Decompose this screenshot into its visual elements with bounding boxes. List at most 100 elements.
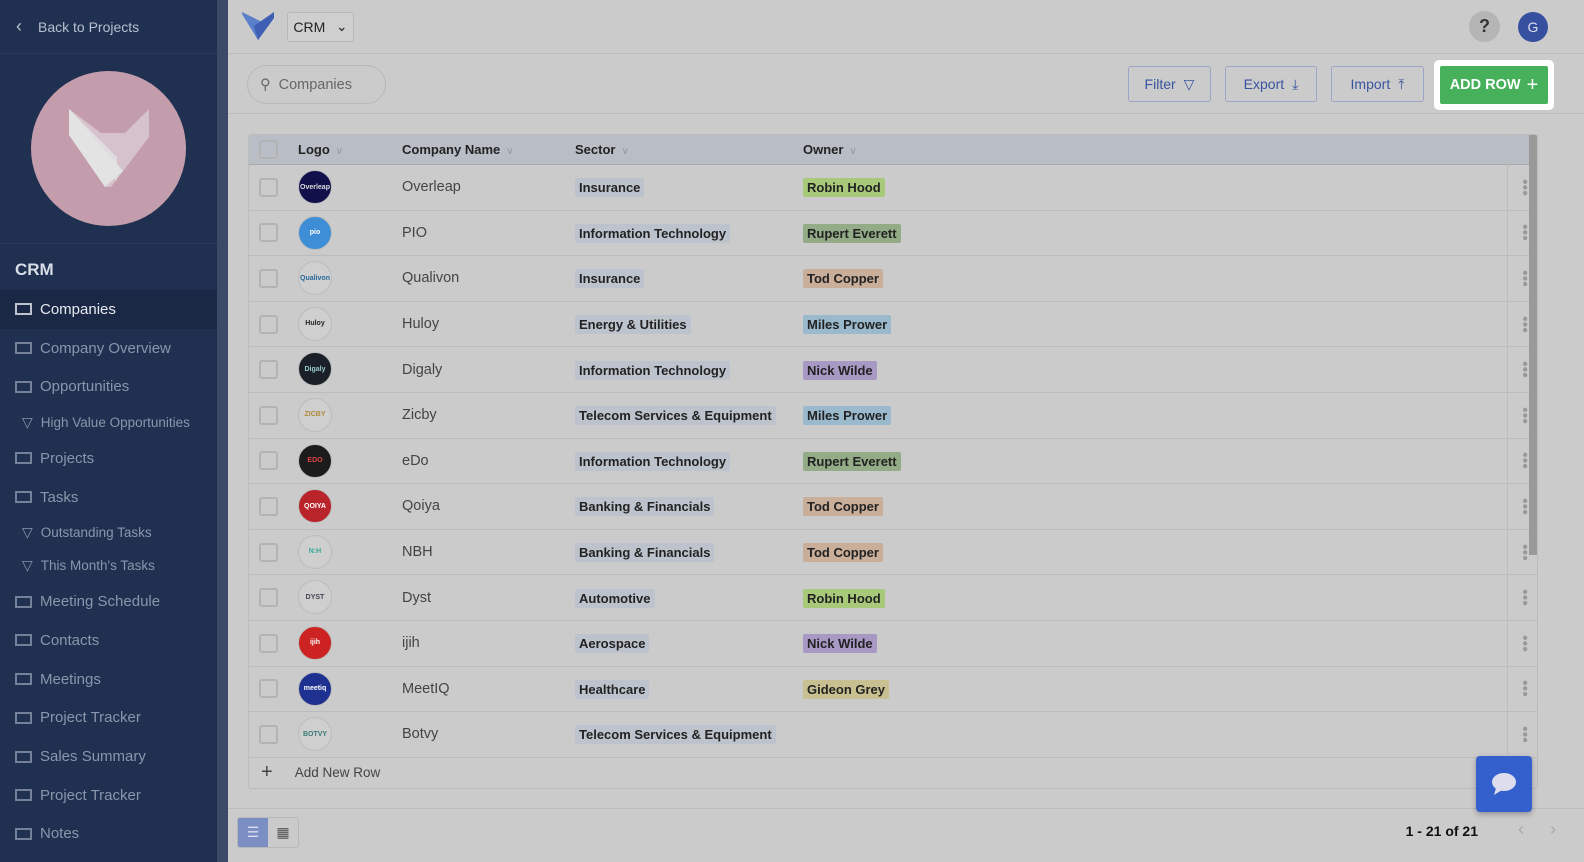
sidebar-item-high-value-opportunities[interactable]: ▽ High Value Opportunities [0,406,217,439]
company-name[interactable]: Qualivon [402,270,460,287]
table-scrollbar[interactable] [1529,135,1537,555]
company-name[interactable]: eDo [402,452,429,469]
company-name[interactable]: PIO [402,224,427,241]
row-menu-icon[interactable]: ••• [1516,589,1533,607]
column-header-sector[interactable]: Sector ∨ [575,142,629,157]
grid-view-button[interactable]: ▦ [268,818,298,847]
sidebar-item-meetings[interactable]: Meetings [0,660,217,699]
company-name[interactable]: Huloy [402,316,440,333]
sidebar-item-notes[interactable]: Notes [0,815,217,854]
row-menu-icon[interactable]: ••• [1516,406,1533,424]
table-row[interactable]: EDO eDo Information Technology Rupert Ev… [249,439,1537,485]
row-checkbox[interactable] [259,633,278,653]
row-checkbox[interactable] [259,360,278,380]
company-name[interactable]: Dyst [402,589,431,606]
row-menu-icon[interactable]: ••• [1516,543,1533,561]
sidebar-item-sales-summary[interactable]: Sales Summary [0,737,217,776]
sidebar-item-projects[interactable]: Projects [0,439,217,478]
row-menu-icon[interactable]: ••• [1516,224,1533,242]
sidebar-item-label: High Value Opportunities [40,415,190,431]
row-menu-icon[interactable]: ••• [1516,178,1533,196]
table-row[interactable]: meetiq MeetIQ Healthcare Gideon Grey ••• [249,667,1537,713]
sector-tag: Energy & Utilities [575,315,691,335]
sidebar-item-project-tracker[interactable]: Project Tracker [0,699,217,738]
chat-button[interactable] [1476,756,1532,812]
row-checkbox[interactable] [259,542,278,562]
list-view-button[interactable]: ☰ [238,818,268,847]
sidebar-item-company-overview[interactable]: Company Overview [0,329,217,368]
company-logo: Digaly [298,352,332,387]
filter-button[interactable]: Filter ▽ [1128,66,1211,102]
row-checkbox[interactable] [259,588,278,608]
row-checkbox[interactable] [259,268,278,288]
row-checkbox[interactable] [259,724,278,744]
company-name[interactable]: Overleap [402,179,461,196]
company-logo: meetiq [298,671,332,706]
row-menu-icon[interactable]: ••• [1516,498,1533,515]
sidebar-scrollbar[interactable] [217,0,228,862]
row-checkbox[interactable] [259,496,278,516]
row-checkbox[interactable] [259,314,278,334]
table-row[interactable]: ZICBY Zicby Telecom Services & Equipment… [249,393,1537,439]
sort-chevron-icon: ∨ [506,146,514,157]
prev-page-button[interactable]: ‹ [1518,819,1524,839]
column-header-owner[interactable]: Owner ∨ [803,142,857,157]
help-button[interactable]: ? [1469,11,1500,42]
table-row[interactable]: Overleap Overleap Insurance Robin Hood •… [249,165,1537,211]
overview-icon [15,750,32,763]
table-row[interactable]: Qualivon Qualivon Insurance Tod Copper •… [249,256,1537,302]
company-name[interactable]: Digaly [402,361,443,378]
owner-tag: Nick Wilde [803,360,877,380]
row-checkbox[interactable] [259,223,278,243]
select-all-checkbox[interactable] [259,140,278,159]
column-header-company-name[interactable]: Company Name ∨ [402,142,514,157]
company-name[interactable]: MeetIQ [402,680,450,697]
column-header-logo[interactable]: Logo ∨ [298,142,344,157]
row-checkbox[interactable] [259,679,278,699]
row-menu-icon[interactable]: ••• [1516,452,1533,470]
search-input[interactable]: ⚲ Companies [247,65,386,104]
row-checkbox[interactable] [259,405,278,425]
row-checkbox[interactable] [259,451,278,471]
table-row[interactable]: Huloy Huloy Energy & Utilities Miles Pro… [249,302,1537,348]
back-to-projects-link[interactable]: ‹ Back to Projects [0,0,217,54]
company-name[interactable]: Zicby [402,407,437,424]
row-menu-icon[interactable]: ••• [1516,270,1533,287]
company-logo: pio [298,215,332,250]
sidebar-item-outstanding-tasks[interactable]: ▽ Outstanding Tasks [0,516,217,549]
row-checkbox[interactable] [259,177,278,197]
user-avatar[interactable]: G [1518,11,1548,42]
sidebar-item-meeting-schedule[interactable]: Meeting Schedule [0,582,217,621]
app-select[interactable]: CRM ⌄ [287,11,354,42]
table-row[interactable]: N:H NBH Banking & Financials Tod Copper … [249,530,1537,576]
add-row-button[interactable]: ADD ROW + [1440,66,1548,104]
row-menu-icon[interactable]: ••• [1516,726,1533,743]
table-row[interactable]: QOIYA Qoiya Banking & Financials Tod Cop… [249,484,1537,530]
sidebar-item-companies[interactable]: Companies [0,290,217,329]
table-row[interactable]: DYST Dyst Automotive Robin Hood ••• [249,575,1537,621]
row-menu-icon[interactable]: ••• [1516,361,1533,379]
add-new-row-button[interactable]: + Add New Row [249,755,1537,788]
company-name[interactable]: ijih [402,635,420,652]
sidebar-item-contacts[interactable]: Contacts [0,621,217,660]
export-button[interactable]: Export ⤓ [1225,66,1317,102]
grid-icon: ▦ [276,824,290,840]
row-menu-icon[interactable]: ••• [1516,315,1533,333]
table-row[interactable]: Digaly Digaly Information Technology Nic… [249,347,1537,393]
sidebar-item-this-month-s-tasks[interactable]: ▽ This Month's Tasks [0,549,217,582]
sidebar-item-project-tracker[interactable]: Project Tracker [0,776,217,815]
import-button[interactable]: Import ⤒ [1331,66,1424,102]
table-row[interactable]: pio PIO Information Technology Rupert Ev… [249,211,1537,257]
project-logo [31,71,186,226]
company-name[interactable]: Qoiya [402,498,440,515]
sidebar-item-opportunities[interactable]: Opportunities [0,367,217,406]
next-page-button[interactable]: › [1550,819,1556,839]
table-row[interactable]: BOTVY Botvy Telecom Services & Equipment… [249,712,1537,758]
company-name[interactable]: Botvy [402,726,439,743]
company-name[interactable]: NBH [402,544,433,561]
table-row[interactable]: ijih ijih Aerospace Nick Wilde ••• [249,621,1537,667]
topbar: CRM ⌄ ? G [228,0,1584,54]
row-menu-icon[interactable]: ••• [1516,634,1533,652]
sidebar-item-tasks[interactable]: Tasks [0,478,217,517]
row-menu-icon[interactable]: ••• [1516,680,1533,698]
